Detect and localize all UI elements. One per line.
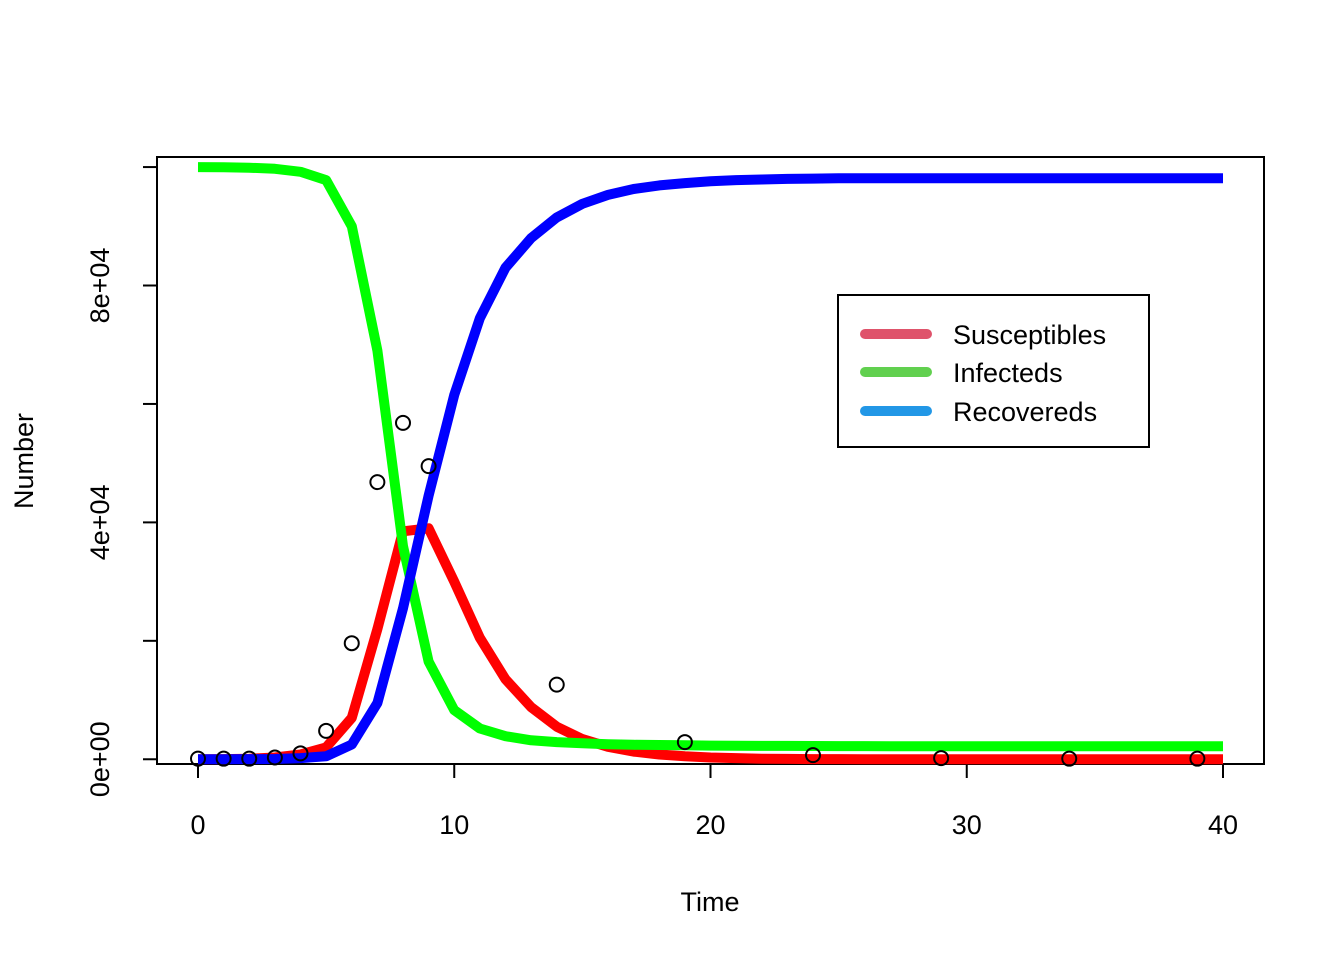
data-point — [343, 635, 360, 652]
x-axis-label: Time — [681, 887, 740, 917]
x-tick-label: 20 — [695, 810, 725, 840]
x-axis: 0 10 20 30 40 — [190, 763, 1238, 840]
y-axis: 0e+00 4e+04 8e+04 — [85, 166, 158, 797]
data-point — [805, 747, 821, 764]
x-tick-label: 0 — [190, 810, 205, 840]
data-point — [266, 749, 283, 766]
x-tick-label: 30 — [952, 810, 982, 840]
data-point — [318, 722, 335, 739]
data-point — [933, 750, 950, 767]
series-line-green — [197, 162, 1223, 752]
data-point — [395, 414, 411, 431]
data-point — [369, 474, 386, 491]
data-point — [190, 750, 206, 767]
x-tick-label: 40 — [1208, 810, 1238, 840]
series-layer — [197, 162, 1223, 765]
data-point — [215, 750, 232, 767]
data-point — [1189, 750, 1206, 767]
y-tick-label: 0e+00 — [85, 721, 115, 797]
legend: Susceptibles Infecteds Recovereds — [837, 294, 1150, 448]
y-tick-label: 8e+04 — [85, 248, 115, 324]
legend-label-infecteds: Infecteds — [953, 358, 1063, 388]
series-line-red — [197, 523, 1223, 765]
x-tick-label: 10 — [439, 810, 469, 840]
y-axis-label: Number — [9, 413, 39, 509]
data-point — [548, 676, 565, 693]
data-point — [1061, 750, 1078, 767]
plot-box — [156, 156, 1265, 765]
legend-label-recovereds: Recovereds — [953, 397, 1097, 427]
series-line-blue — [198, 173, 1223, 765]
data-point — [292, 745, 309, 762]
points-layer — [190, 414, 1206, 767]
data-point — [241, 750, 258, 767]
y-tick-label: 4e+04 — [85, 484, 115, 560]
data-point — [420, 458, 437, 475]
data-point — [676, 734, 693, 751]
legend-label-susceptibles: Susceptibles — [953, 320, 1106, 350]
